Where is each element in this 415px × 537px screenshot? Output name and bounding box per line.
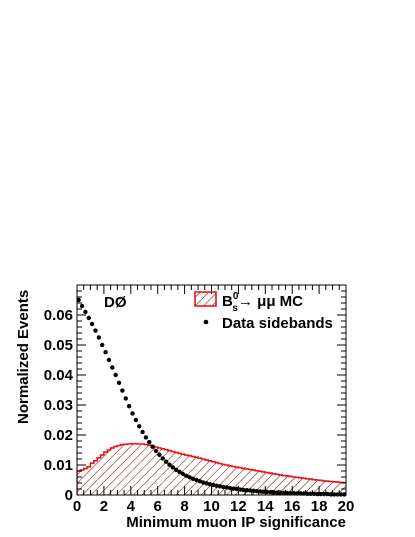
y-tick-label: 0.04 (44, 367, 74, 384)
mc-histogram-fill (77, 443, 346, 495)
data-point (93, 328, 98, 333)
data-point (167, 462, 172, 467)
data-point (170, 465, 176, 470)
y-tick-label: 0.01 (44, 457, 73, 474)
legend-mc-label: B0 s→ μμ MC (222, 291, 303, 314)
x-tick-label: 2 (100, 498, 108, 515)
data-point (258, 489, 263, 494)
data-point (143, 435, 149, 440)
data-point (194, 477, 199, 483)
y-axis: 0 0.01 0.02 0.03 0.04 0.05 0.06 (44, 284, 346, 504)
data-point (227, 485, 233, 491)
data-sidebands-points (76, 297, 347, 497)
data-point (173, 467, 179, 472)
data-point (254, 488, 260, 494)
data-point (278, 490, 283, 495)
data-point (126, 404, 132, 409)
data-point (89, 321, 95, 327)
data-point (281, 490, 286, 496)
data-point (140, 429, 145, 435)
data-point (274, 490, 280, 495)
data-point (190, 476, 196, 481)
data-point (291, 491, 297, 496)
data-point (224, 485, 229, 490)
data-point (177, 469, 182, 475)
data-point (150, 444, 155, 449)
data-point (100, 342, 105, 348)
data-point (200, 480, 206, 485)
y-tick-label: 0.03 (44, 397, 73, 414)
data-point (79, 303, 85, 309)
data-point (264, 489, 270, 495)
y-tick-label: 0.05 (44, 337, 73, 354)
x-tick-label: 6 (154, 498, 162, 515)
x-tick-label: 8 (180, 498, 188, 515)
data-point (197, 479, 202, 484)
data-point (86, 315, 91, 321)
legend-data-label: Data sidebands (222, 315, 333, 332)
experiment-label: DØ (104, 294, 127, 311)
data-point (133, 417, 139, 423)
data-point (110, 365, 115, 370)
data-point (247, 488, 253, 493)
data-point (76, 297, 81, 303)
x-tick-label: 12 (230, 498, 247, 515)
data-point (234, 486, 239, 492)
x-axis: 0 2 4 6 8 10 12 14 16 18 20 (73, 285, 355, 515)
x-tick-label: 18 (311, 498, 328, 515)
data-point (160, 456, 165, 461)
y-tick-label: 0.02 (44, 427, 73, 444)
data-point (207, 482, 213, 487)
legend: B0 s→ μμ MC Data sidebands (194, 291, 333, 332)
data-point (241, 487, 246, 493)
x-tick-label: 14 (257, 498, 274, 515)
data-point (184, 473, 189, 478)
data-point (187, 475, 192, 480)
x-tick-label: 4 (127, 498, 136, 515)
data-point (157, 452, 162, 457)
data-point (147, 440, 152, 445)
data-point (214, 483, 219, 488)
data-point (210, 482, 216, 488)
data-point (96, 335, 102, 340)
data-point (261, 489, 266, 494)
data-point (231, 486, 236, 491)
data-point (271, 490, 276, 495)
data-point (180, 471, 186, 477)
data-point (153, 448, 159, 454)
data-point (106, 357, 112, 363)
y-axis-title: Normalized Events (15, 290, 32, 424)
x-tick-label: 20 (338, 498, 355, 515)
data-point (116, 380, 122, 385)
data-point (251, 488, 256, 493)
data-point (268, 489, 273, 495)
data-point (163, 459, 169, 464)
x-axis-title: Minimum muon IP significance (126, 514, 346, 531)
y-tick-label: 0 (65, 487, 73, 504)
mc-histogram-outline (77, 442, 346, 495)
data-point (130, 411, 135, 416)
data-point (103, 350, 108, 355)
data-point (284, 490, 290, 496)
x-tick-label: 16 (284, 498, 301, 515)
data-point (113, 372, 118, 378)
data-point (137, 424, 142, 429)
data-point (217, 484, 223, 489)
data-point (83, 309, 88, 315)
data-point (221, 484, 226, 490)
data-point (244, 488, 250, 493)
legend-mc-swatch (194, 291, 217, 307)
data-point (288, 491, 293, 496)
data-point (237, 487, 243, 492)
legend-data-marker (203, 319, 209, 325)
x-tick-label: 10 (203, 498, 220, 515)
data-point (123, 396, 128, 401)
data-point (204, 481, 209, 486)
x-tick-label: 0 (73, 498, 81, 515)
data-point (120, 388, 125, 393)
y-tick-label: 0.06 (44, 307, 73, 324)
